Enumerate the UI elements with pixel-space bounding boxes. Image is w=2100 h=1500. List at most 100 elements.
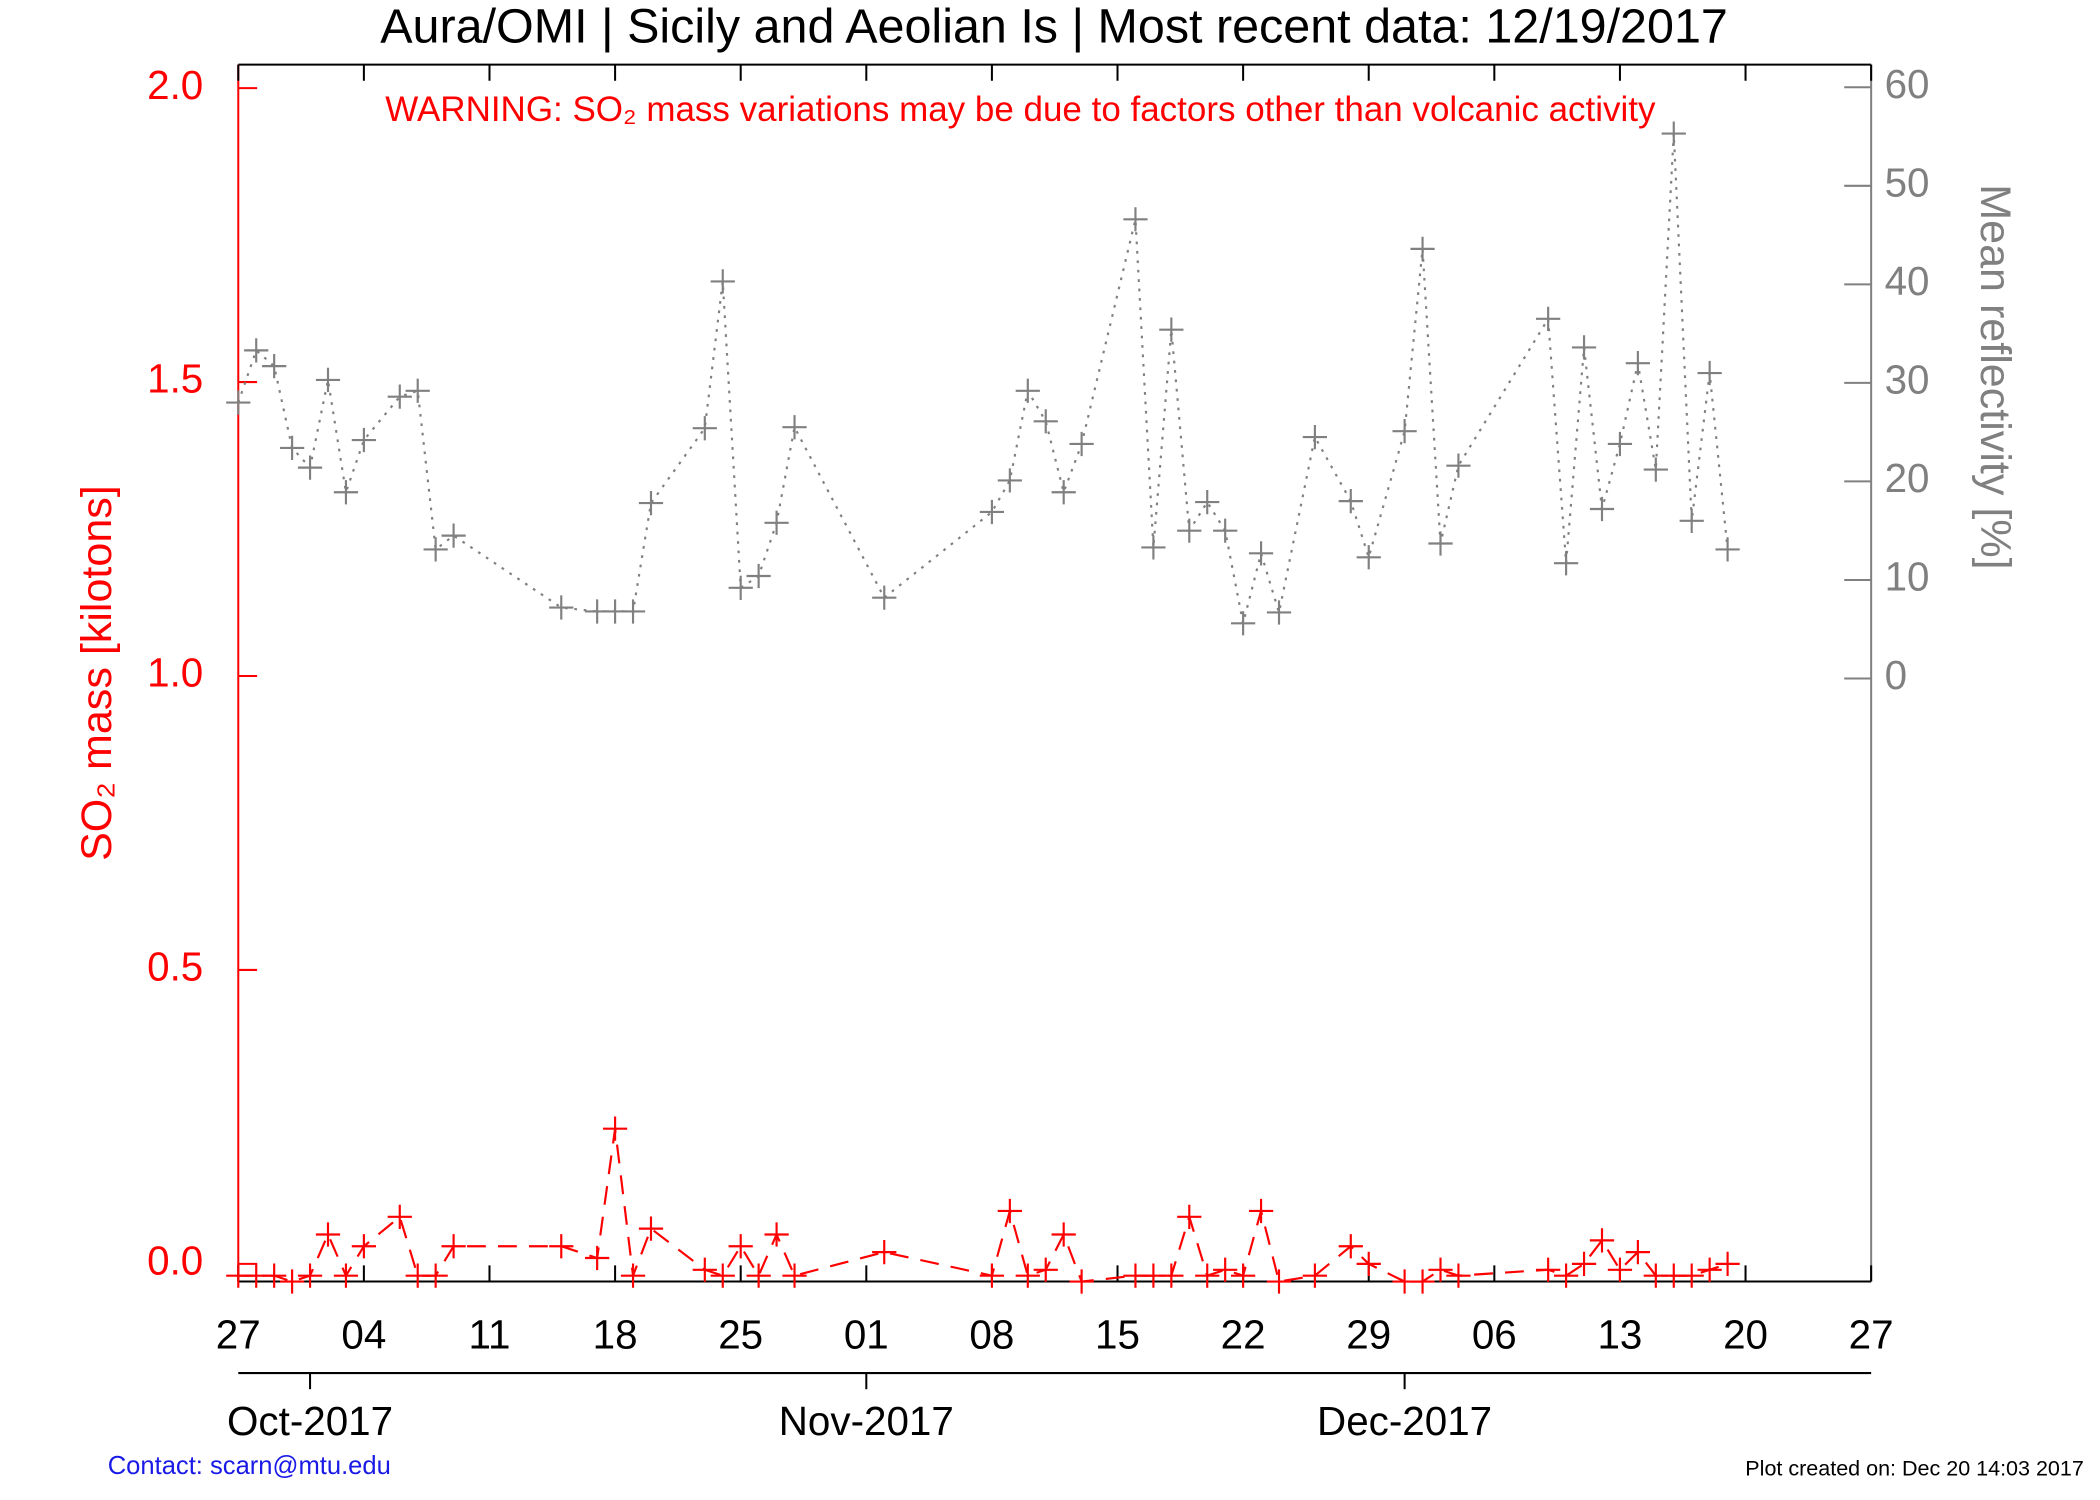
point-marker	[279, 1269, 305, 1294]
point-marker	[710, 1263, 735, 1288]
y2-axis-label: Mean reflectivity [%]	[1971, 184, 2019, 569]
point-marker	[1679, 1263, 1704, 1288]
point-marker	[764, 1222, 789, 1247]
point-marker	[1051, 480, 1076, 505]
point-marker	[1015, 378, 1040, 403]
created-note: Plot created on: Dec 20 14:03 2017	[1745, 1457, 2084, 1481]
point-marker	[620, 599, 646, 624]
month-label: Nov-2017	[779, 1398, 954, 1444]
point-marker	[226, 390, 251, 415]
point-marker	[1697, 360, 1722, 386]
point-marker	[1625, 1240, 1650, 1265]
point-marker	[441, 1234, 466, 1259]
point-marker	[1213, 518, 1238, 543]
y2-tick-label: 50	[1885, 159, 1930, 205]
y-axis-label: SO₂ mass [kilotons]	[73, 485, 121, 861]
x-tick-label: 15	[1095, 1312, 1140, 1358]
y-tick-label: 2.0	[147, 62, 203, 108]
point-marker	[387, 1204, 412, 1229]
point-marker	[1536, 1257, 1561, 1282]
point-marker	[1715, 537, 1740, 562]
point-marker	[1248, 541, 1274, 566]
point-marker	[1231, 1263, 1256, 1288]
point-marker	[1571, 335, 1597, 360]
point-marker	[1141, 535, 1166, 560]
point-marker	[387, 384, 412, 409]
y-tick-label: 1.0	[147, 650, 203, 696]
month-label: Dec-2017	[1317, 1398, 1492, 1444]
contact: Contact: scarn@mtu.edu	[108, 1452, 391, 1480]
point-marker	[620, 1263, 646, 1288]
point-marker	[1589, 1228, 1615, 1253]
point-marker	[1338, 489, 1363, 514]
x-tick-label: 27	[216, 1312, 261, 1358]
point-marker	[692, 416, 717, 441]
point-marker	[997, 1198, 1022, 1224]
point-marker	[1213, 1257, 1238, 1282]
x-tick-label: 25	[718, 1312, 763, 1358]
y-tick-label: 1.5	[147, 356, 203, 402]
x-tick-label: 01	[844, 1312, 889, 1358]
point-marker	[602, 1116, 628, 1141]
point-marker	[782, 1263, 807, 1288]
y2-tick-label: 60	[1885, 61, 1930, 107]
y-tick-label: 0.5	[147, 944, 203, 990]
point-marker	[728, 1234, 753, 1259]
point-marker	[1159, 1263, 1184, 1288]
point-marker	[979, 1263, 1005, 1288]
point-marker	[333, 480, 359, 505]
point-marker	[728, 575, 753, 600]
point-marker	[1051, 1222, 1076, 1247]
x-tick-label: 18	[593, 1312, 638, 1358]
point-marker	[333, 1263, 359, 1288]
series-line	[237, 133, 1729, 624]
point-marker	[1553, 1263, 1579, 1288]
month-label: Oct-2017	[227, 1398, 393, 1444]
point-marker	[1159, 317, 1184, 342]
point-marker	[1015, 1263, 1040, 1288]
point-marker	[1177, 518, 1202, 543]
point-marker	[1356, 1251, 1381, 1277]
point-marker	[1302, 1263, 1328, 1288]
point-marker	[1177, 1204, 1202, 1229]
y2-tick-label: 20	[1885, 455, 1930, 501]
point-marker	[1679, 508, 1704, 533]
point-marker	[423, 1263, 448, 1288]
point-marker	[1195, 1263, 1220, 1288]
x-tick-label: 11	[469, 1312, 511, 1358]
point-marker	[244, 338, 269, 363]
point-marker	[1123, 207, 1148, 232]
point-marker	[746, 1263, 771, 1288]
point-marker	[1410, 236, 1435, 261]
point-marker	[1571, 1251, 1597, 1277]
point-marker	[405, 378, 430, 403]
point-marker	[1589, 496, 1615, 522]
point-marker	[1715, 1251, 1740, 1277]
point-marker	[1607, 1257, 1633, 1282]
point-marker	[1553, 551, 1579, 576]
point-marker	[782, 415, 807, 440]
point-marker	[441, 523, 466, 548]
warning: WARNING: SO₂ mass variations may be due …	[385, 90, 1656, 129]
point-marker	[297, 1263, 323, 1288]
series-line	[238, 1128, 1728, 1283]
x-tick-label: 29	[1346, 1312, 1391, 1358]
point-marker	[872, 585, 897, 610]
x-tick-label: 06	[1472, 1312, 1517, 1358]
y2-tick-label: 40	[1885, 258, 1930, 304]
point-marker	[1033, 409, 1058, 434]
x-tick-label: 13	[1597, 1312, 1642, 1358]
point-marker	[279, 435, 305, 461]
point-marker	[1338, 1234, 1363, 1259]
point-marker	[1392, 419, 1417, 444]
y2-tick-label: 30	[1885, 357, 1930, 403]
point-marker	[262, 1263, 287, 1288]
x-tick-label: 08	[969, 1312, 1014, 1358]
point-marker	[872, 1240, 897, 1265]
point-marker	[997, 468, 1022, 493]
point-marker	[638, 1216, 664, 1241]
point-marker	[1643, 457, 1668, 482]
point-marker	[1446, 453, 1471, 478]
point-marker	[351, 427, 377, 453]
